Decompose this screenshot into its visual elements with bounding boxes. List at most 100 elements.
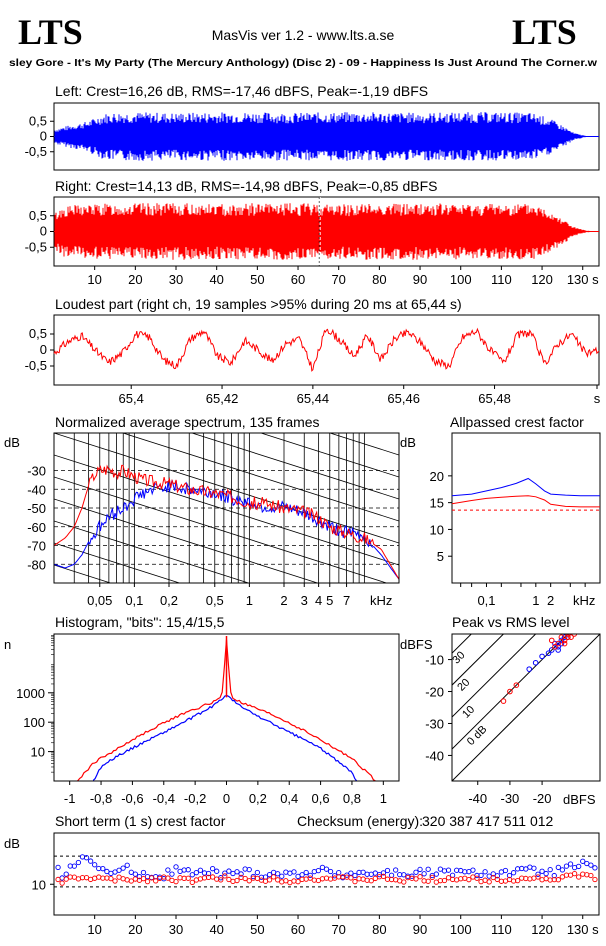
short-crest-point <box>441 877 448 884</box>
right-ytick-label: -0,5 <box>25 239 47 254</box>
peak-rms-point <box>555 643 561 650</box>
spectrum-ytick-label: -40 <box>27 482 46 497</box>
spectrum-xtick-label: 0,05 <box>87 593 112 608</box>
loudest-part-title: Loudest part (right ch, 19 samples >95% … <box>55 296 462 312</box>
histogram-xtick-label: -0,4 <box>153 791 175 806</box>
peak-rms-ytick-label: -10 <box>425 653 444 668</box>
allpass-xtick-label: 0,1 <box>477 593 495 608</box>
histogram-ytick-label: 10 <box>31 745 45 760</box>
short-crest-point <box>250 873 256 880</box>
short-crest-point <box>116 867 122 873</box>
app-title: MasVis ver 1.2 - www.lts.a.se <box>212 27 395 43</box>
peak-rms-crest-line <box>452 634 537 718</box>
allpass-ylabel: dB <box>400 435 416 450</box>
histogram-xtick-label: -1 <box>64 791 76 806</box>
short-crest-point <box>580 858 586 864</box>
loudest-xtick-label: 65,46 <box>387 391 420 406</box>
short-crest-point <box>169 871 175 877</box>
short-crest-point <box>380 870 387 876</box>
allpass-ytick-label: 5 <box>437 549 444 564</box>
short-crest-xtick-label: 10 <box>87 922 101 937</box>
short-crest-point <box>535 871 541 877</box>
short-crest-point <box>120 865 126 871</box>
short-crest-point <box>315 867 322 874</box>
short-crest-point <box>307 872 313 879</box>
short-crest-point <box>506 872 513 879</box>
short-crest-point <box>531 865 537 871</box>
short-crest-point <box>352 878 358 885</box>
peak-rms-point <box>558 640 565 647</box>
short-crest-point <box>474 875 480 881</box>
short-crest-point <box>140 869 147 876</box>
spectrum-ytick-label: -30 <box>27 464 46 479</box>
song-title: sley Gore - It's My Party (The Mercury A… <box>9 57 598 69</box>
short-crest-point <box>413 876 419 882</box>
histogram-xtick-label: 0,6 <box>312 791 330 806</box>
loudest-plot: 0,50-0,5 65,4 65,42 65,44 65,46 65,48 s <box>25 314 601 406</box>
peak-rms-ytick-label: -20 <box>425 685 444 700</box>
peak-rms-point <box>555 640 561 647</box>
loudest-xtick-label: 65,44 <box>297 391 330 406</box>
peak-rms-point <box>552 640 558 647</box>
loudest-xtick-label: s <box>594 391 601 406</box>
peak-rms-crest-line <box>452 634 505 686</box>
short-crest-point <box>360 869 366 875</box>
loudest-ytick-label: 0,5 <box>29 326 47 341</box>
spectrum-xtick-label: 0,1 <box>125 593 143 608</box>
short-crest-point <box>104 868 110 875</box>
short-crest-point <box>490 874 496 881</box>
right-ytick-label: 0,5 <box>29 208 47 223</box>
short-crest-point <box>63 876 69 882</box>
short-crest-point <box>563 863 570 869</box>
right-xtick-label: 120 <box>531 272 553 287</box>
loudest-xtick-label: 65,48 <box>478 391 511 406</box>
peak-rms-point <box>561 637 568 644</box>
right-xtick-label: 130 s <box>567 272 599 287</box>
short-crest-ytick-label: 10 <box>32 877 46 892</box>
short-crest-title: Short term (1 s) crest factor <box>55 813 226 829</box>
histogram-ylabel: n <box>4 637 11 652</box>
short-crest-xtick-label: 20 <box>128 922 142 937</box>
short-crest-xtick-label: 40 <box>209 922 223 937</box>
short-crest-point <box>482 869 488 875</box>
short-crest-point <box>539 868 545 874</box>
histogram-series-left <box>92 694 358 781</box>
spectrum-plot: -30 -40 -50 -60 -70 -80 0,05 0,1 0,2 0,5 1 2 3 4 5 7 <box>27 432 400 608</box>
short-crest-point <box>100 866 106 872</box>
left-plot: 0,50-0,5 <box>25 102 600 171</box>
histogram-area <box>77 636 376 781</box>
short-crest-point <box>279 873 285 879</box>
short-crest-point <box>555 877 561 883</box>
short-crest-point <box>466 877 472 883</box>
short-crest-point <box>246 878 252 884</box>
short-crest-point <box>592 876 598 883</box>
short-crest-point <box>567 861 574 867</box>
short-crest-xtick-label: 130 s <box>567 922 599 937</box>
peak-rms-xlabel: dBFS <box>563 792 596 807</box>
right-xtick-label: 10 <box>87 272 101 287</box>
short-crest-point <box>83 855 90 861</box>
short-crest-point <box>193 870 200 876</box>
peak-rms-xtick-label: -20 <box>533 791 552 806</box>
short-crest-point <box>218 877 224 883</box>
peak-rms-xtick-label: -30 <box>501 791 520 806</box>
peak-rms-point <box>545 650 552 656</box>
short-crest-point <box>266 871 273 878</box>
short-crest-point <box>112 878 118 884</box>
short-crest-point <box>384 867 391 874</box>
peak-rms-point <box>548 637 555 644</box>
short-crest-point <box>214 868 220 874</box>
short-crest-point <box>108 876 114 882</box>
short-crest-point <box>209 866 216 872</box>
short-crest-point <box>429 874 435 881</box>
short-crest-point <box>425 866 431 872</box>
peak-rms-ytick-label: -30 <box>425 716 444 731</box>
peak-rms-crest-line <box>452 634 473 654</box>
left-ytick-label: -0,5 <box>25 144 47 159</box>
peak-rms-point <box>500 698 507 704</box>
spectrum-xtick-label: 1 <box>246 593 253 608</box>
allpass-title: Allpassed crest factor <box>450 414 584 430</box>
checksum-value: 320 387 417 511 012 <box>422 813 554 829</box>
